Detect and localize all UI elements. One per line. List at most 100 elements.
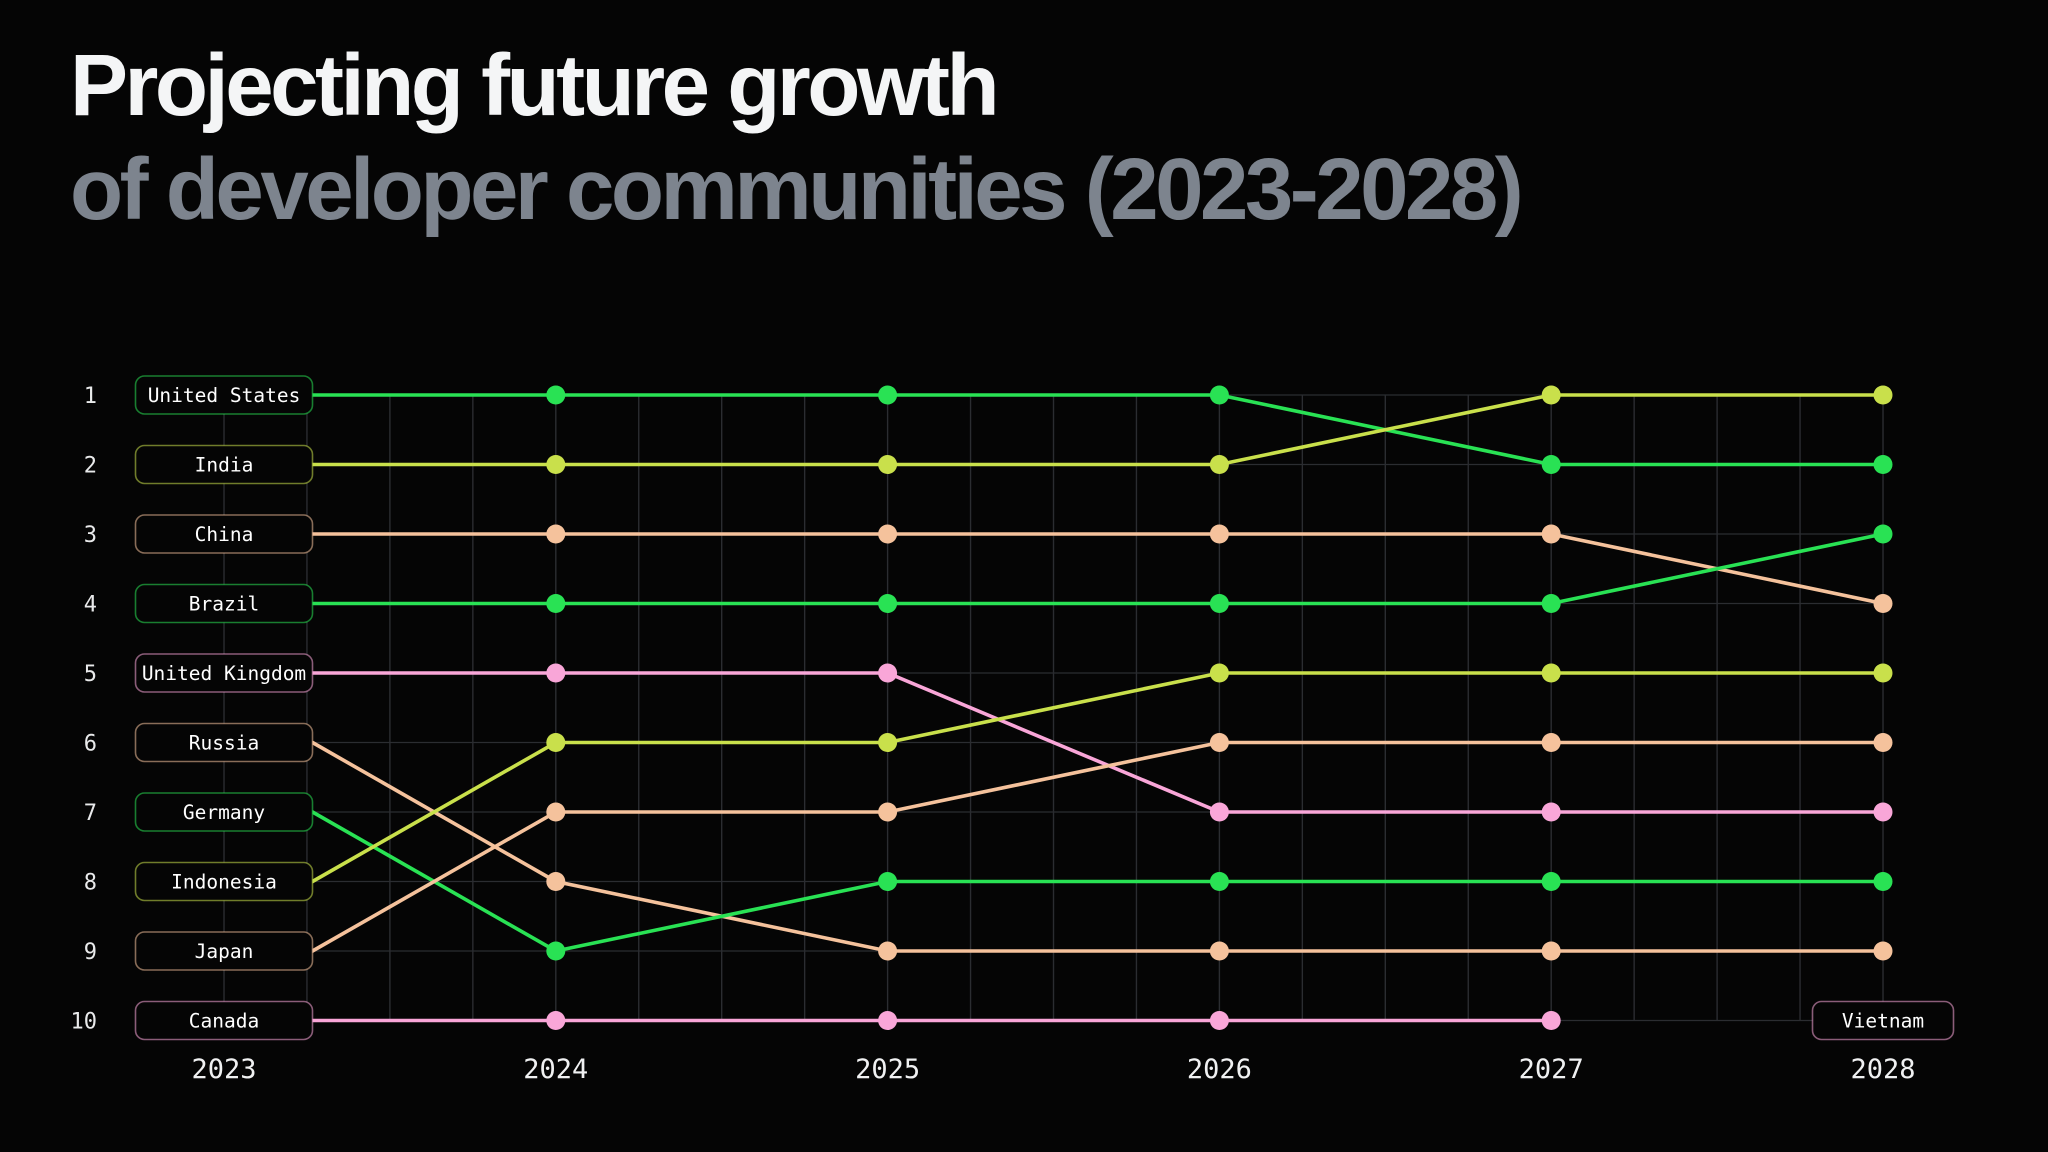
series-line-india <box>310 393 1885 467</box>
series-dot <box>1209 594 1229 613</box>
series-line-united-states <box>310 393 1885 467</box>
year-axis-label: 2027 <box>1519 1054 1584 1085</box>
rank-axis-label: 4 <box>84 593 97 618</box>
series-dot <box>1541 594 1561 613</box>
series-dot <box>878 594 898 613</box>
country-label: Vietnam <box>1842 1010 1924 1033</box>
country-label-box <box>134 514 314 554</box>
series-dot <box>1873 385 1893 405</box>
country-label-box <box>134 931 314 971</box>
country-label: China <box>195 523 254 546</box>
country-label-box <box>134 583 314 624</box>
series-dot <box>1209 1011 1229 1030</box>
series-dot <box>1541 802 1561 822</box>
year-axis-label: 2028 <box>1850 1054 1915 1085</box>
series-dot <box>878 385 898 405</box>
series-dot <box>1209 455 1229 474</box>
series-dot <box>878 872 898 891</box>
country-label: Canada <box>189 1010 259 1033</box>
series-line-germany <box>310 810 1885 953</box>
country-label: Japan <box>195 940 254 963</box>
series-line-russia <box>310 740 1885 953</box>
series-dot <box>1541 1011 1561 1030</box>
title-line-1: Projecting future growth <box>70 37 1000 134</box>
series-line-indonesia <box>310 671 1885 884</box>
page-title: Projecting future growth of developer co… <box>70 34 1524 242</box>
year-axis-label: 2025 <box>855 1054 920 1085</box>
year-axis-label: 2026 <box>1187 1054 1252 1085</box>
series-dot <box>1541 872 1561 891</box>
series-dot <box>878 733 898 752</box>
series-dot <box>1873 663 1893 683</box>
country-label: India <box>195 454 254 477</box>
rank-axis-label: 8 <box>84 871 97 896</box>
series-dot <box>878 524 898 544</box>
country-label: Russia <box>189 732 259 755</box>
country-label: Brazil <box>189 593 259 616</box>
country-label-box <box>1811 1000 1955 1041</box>
series-dot <box>1209 524 1229 544</box>
series-dot <box>546 802 566 822</box>
series-dot <box>546 663 566 683</box>
country-label: Indonesia <box>171 871 277 894</box>
country-label-box <box>134 722 314 763</box>
country-label: Germany <box>183 801 265 824</box>
series-dot <box>546 524 566 544</box>
series-dot <box>878 941 898 961</box>
rank-axis-label: 1 <box>84 384 97 409</box>
series-dot <box>1209 733 1229 752</box>
country-label: United States <box>148 384 301 407</box>
series-dot <box>878 663 898 683</box>
series-dot <box>546 733 566 752</box>
series-dot <box>1541 385 1561 405</box>
country-label-box <box>134 792 314 832</box>
country-label-box <box>134 653 314 693</box>
series-dot <box>878 1011 898 1030</box>
series-dot <box>1209 663 1229 683</box>
series-dot <box>1873 594 1893 613</box>
series-dot <box>546 455 566 474</box>
series-dot <box>1873 455 1893 474</box>
series-line-brazil <box>310 532 1885 606</box>
series-dot <box>546 594 566 613</box>
series-dot <box>1541 733 1561 752</box>
series-dot <box>1541 663 1561 683</box>
series-dot <box>878 802 898 822</box>
rank-axis-label: 2 <box>84 454 97 479</box>
series-dot <box>546 385 566 405</box>
rank-axis-label: 9 <box>84 940 97 965</box>
rank-axis-label: 7 <box>84 801 97 826</box>
country-label-box <box>134 1000 314 1041</box>
rank-axis-label: 10 <box>71 1010 98 1035</box>
series-dot <box>1209 941 1229 961</box>
series-dot <box>1873 524 1893 544</box>
series-dot <box>1873 733 1893 752</box>
series-dot <box>1541 524 1561 544</box>
series-dot <box>1873 872 1893 891</box>
country-label-box <box>134 861 314 902</box>
series-dot <box>546 941 566 961</box>
series-dot <box>1541 941 1561 961</box>
series-dot <box>1209 872 1229 891</box>
series-line-japan <box>310 740 1885 953</box>
rank-axis-label: 5 <box>84 662 97 687</box>
country-label-box <box>134 375 314 415</box>
country-label: United Kingdom <box>142 662 306 685</box>
title-line-2: of developer communities (2023-2028) <box>70 141 1524 238</box>
series-dot <box>546 1011 566 1030</box>
series-dot <box>1209 385 1229 405</box>
series-dot <box>1873 802 1893 822</box>
series-dot <box>1541 455 1561 474</box>
series-dot <box>1209 802 1229 822</box>
series-dot <box>878 455 898 474</box>
rank-axis-label: 3 <box>84 523 97 548</box>
series-line-china <box>310 532 1885 606</box>
rank-axis-label: 6 <box>84 732 97 757</box>
series-line-united-kingdom <box>310 671 1885 814</box>
year-axis-label: 2023 <box>191 1054 256 1085</box>
series-dot <box>546 872 566 891</box>
series-dot <box>1873 941 1893 961</box>
country-label-box <box>134 444 314 485</box>
